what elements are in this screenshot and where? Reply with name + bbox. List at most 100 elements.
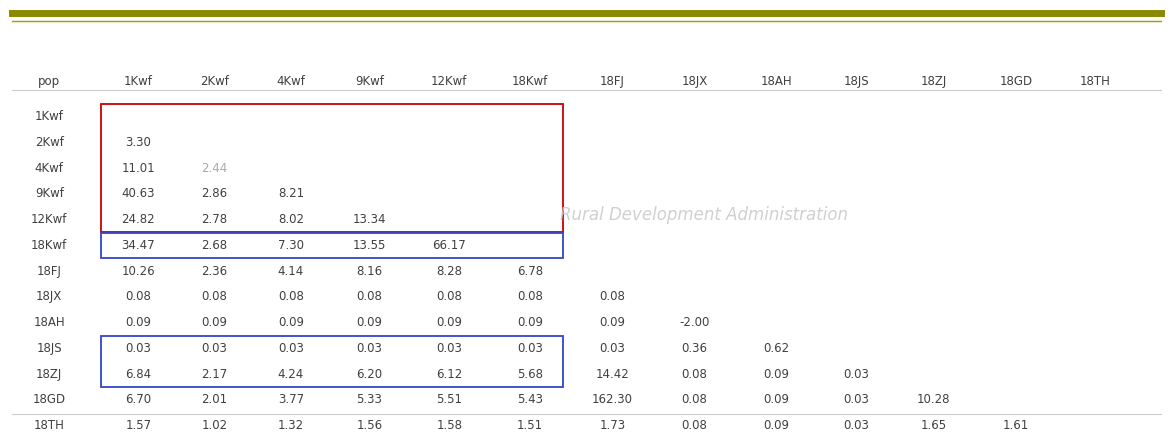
- Text: 0.09: 0.09: [517, 316, 543, 329]
- Text: 4Kwf: 4Kwf: [277, 75, 305, 88]
- Text: 3.30: 3.30: [126, 136, 151, 149]
- Text: 2Kwf: 2Kwf: [35, 136, 63, 149]
- Text: 1.61: 1.61: [1003, 419, 1029, 432]
- Text: 6.84: 6.84: [126, 368, 151, 381]
- Text: 14.42: 14.42: [596, 368, 629, 381]
- Text: 0.36: 0.36: [682, 342, 707, 355]
- Text: 0.03: 0.03: [517, 342, 543, 355]
- Text: 18AH: 18AH: [34, 316, 65, 329]
- Text: 6.78: 6.78: [517, 265, 543, 278]
- Text: 162.30: 162.30: [592, 394, 632, 407]
- Text: 5.51: 5.51: [436, 394, 462, 407]
- Text: 34.47: 34.47: [122, 239, 155, 252]
- Text: 2.17: 2.17: [202, 368, 228, 381]
- Text: 4.24: 4.24: [278, 368, 304, 381]
- Text: 13.55: 13.55: [353, 239, 386, 252]
- Text: 2Kwf: 2Kwf: [201, 75, 229, 88]
- Text: 5.33: 5.33: [357, 394, 382, 407]
- Text: 0.08: 0.08: [682, 394, 707, 407]
- Text: 0.08: 0.08: [517, 291, 543, 304]
- Text: 18Kwf: 18Kwf: [32, 239, 67, 252]
- Text: 18TH: 18TH: [34, 419, 65, 432]
- Text: 11.01: 11.01: [122, 162, 155, 175]
- Text: 0.09: 0.09: [764, 394, 789, 407]
- Text: 0.08: 0.08: [436, 291, 462, 304]
- Text: 18AH: 18AH: [761, 75, 792, 88]
- Text: 8.28: 8.28: [436, 265, 462, 278]
- Text: 66.17: 66.17: [433, 239, 466, 252]
- Text: 24.82: 24.82: [122, 213, 155, 226]
- Text: 18ZJ: 18ZJ: [921, 75, 947, 88]
- Text: 0.08: 0.08: [682, 419, 707, 432]
- Text: 1.02: 1.02: [202, 419, 228, 432]
- Text: 0.09: 0.09: [764, 419, 789, 432]
- Text: 0.08: 0.08: [126, 291, 151, 304]
- Text: 6.12: 6.12: [436, 368, 462, 381]
- Text: 1.32: 1.32: [278, 419, 304, 432]
- Bar: [101, 233, 563, 258]
- Text: 18ZJ: 18ZJ: [36, 368, 62, 381]
- Text: 0.09: 0.09: [436, 316, 462, 329]
- Text: pop: pop: [39, 75, 60, 88]
- Text: 18FJ: 18FJ: [36, 265, 62, 278]
- Text: 18JX: 18JX: [682, 75, 707, 88]
- Text: 18JS: 18JS: [843, 75, 869, 88]
- Text: 1Kwf: 1Kwf: [35, 110, 63, 123]
- Text: 18JX: 18JX: [36, 291, 62, 304]
- Text: 8.16: 8.16: [357, 265, 382, 278]
- Text: 1Kwf: 1Kwf: [124, 75, 152, 88]
- Text: 7.30: 7.30: [278, 239, 304, 252]
- Text: 9Kwf: 9Kwf: [355, 75, 384, 88]
- Text: 2.78: 2.78: [202, 213, 228, 226]
- Text: 0.08: 0.08: [202, 291, 228, 304]
- Text: 13.34: 13.34: [353, 213, 386, 226]
- Text: 8.02: 8.02: [278, 213, 304, 226]
- Text: 8.21: 8.21: [278, 187, 304, 200]
- Text: 10.26: 10.26: [122, 265, 155, 278]
- Text: 18GD: 18GD: [999, 75, 1032, 88]
- Text: 12Kwf: 12Kwf: [30, 213, 68, 226]
- Text: 1.65: 1.65: [921, 419, 947, 432]
- Text: 0.09: 0.09: [764, 368, 789, 381]
- Text: 0.03: 0.03: [599, 342, 625, 355]
- Bar: [101, 336, 563, 387]
- Text: 9Kwf: 9Kwf: [35, 187, 63, 200]
- Text: 2.86: 2.86: [202, 187, 228, 200]
- Text: 1.58: 1.58: [436, 419, 462, 432]
- Text: Rural Development Administration: Rural Development Administration: [560, 206, 848, 223]
- Text: 3.77: 3.77: [278, 394, 304, 407]
- Text: 2.68: 2.68: [202, 239, 228, 252]
- Text: 0.08: 0.08: [599, 291, 625, 304]
- Text: 0.08: 0.08: [357, 291, 382, 304]
- Text: 0.09: 0.09: [357, 316, 382, 329]
- Text: 0.03: 0.03: [126, 342, 151, 355]
- Text: 5.68: 5.68: [517, 368, 543, 381]
- Text: 0.09: 0.09: [599, 316, 625, 329]
- Text: 2.44: 2.44: [202, 162, 228, 175]
- Text: 0.03: 0.03: [843, 419, 869, 432]
- Text: 12Kwf: 12Kwf: [430, 75, 468, 88]
- Text: 10.28: 10.28: [917, 394, 950, 407]
- Text: 18Kwf: 18Kwf: [513, 75, 548, 88]
- Text: 1.57: 1.57: [126, 419, 151, 432]
- Text: 5.43: 5.43: [517, 394, 543, 407]
- Text: 4.14: 4.14: [278, 265, 304, 278]
- Text: 6.20: 6.20: [357, 368, 382, 381]
- Text: 1.73: 1.73: [599, 419, 625, 432]
- Text: 0.03: 0.03: [278, 342, 304, 355]
- Text: 40.63: 40.63: [122, 187, 155, 200]
- Text: 1.51: 1.51: [517, 419, 543, 432]
- Text: 0.03: 0.03: [202, 342, 228, 355]
- Text: 18JS: 18JS: [36, 342, 62, 355]
- Text: 0.08: 0.08: [278, 291, 304, 304]
- Text: 0.09: 0.09: [126, 316, 151, 329]
- Text: 0.03: 0.03: [843, 394, 869, 407]
- Text: -2.00: -2.00: [679, 316, 710, 329]
- Text: 2.01: 2.01: [202, 394, 228, 407]
- Text: 0.03: 0.03: [357, 342, 382, 355]
- Text: 18FJ: 18FJ: [599, 75, 625, 88]
- Text: 0.03: 0.03: [436, 342, 462, 355]
- Text: 1.56: 1.56: [357, 419, 382, 432]
- Text: 18TH: 18TH: [1080, 75, 1111, 88]
- Bar: [101, 104, 563, 232]
